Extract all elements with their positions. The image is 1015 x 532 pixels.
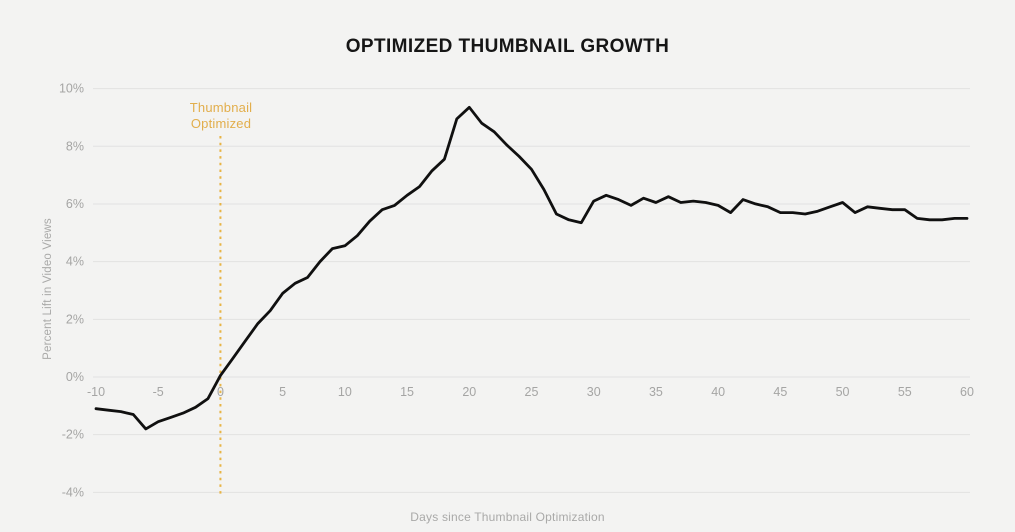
y-tick-label: 6% — [66, 197, 84, 211]
y-tick-label: 2% — [66, 312, 84, 326]
y-tick-label: 10% — [59, 82, 84, 96]
x-tick-label: 50 — [836, 385, 850, 399]
series-line — [94, 105, 969, 431]
y-tick-label: 4% — [66, 255, 84, 269]
x-tick-label: 60 — [960, 385, 974, 399]
x-tick-label: 30 — [587, 385, 601, 399]
y-tick-label: 8% — [66, 139, 84, 153]
y-tick-label: 0% — [66, 370, 84, 384]
x-tick-label: 40 — [711, 385, 725, 399]
x-tick-label: 10 — [338, 385, 352, 399]
x-tick-label: -10 — [87, 385, 105, 399]
x-tick-label: 35 — [649, 385, 663, 399]
x-tick-label: 20 — [462, 385, 476, 399]
x-tick-label: 25 — [525, 385, 539, 399]
annotation-label: Optimized — [191, 116, 251, 131]
x-tick-label: 55 — [898, 385, 912, 399]
x-tick-label: 45 — [773, 385, 787, 399]
x-axis-title: Days since Thumbnail Optimization — [410, 510, 605, 524]
x-tick-label: 5 — [279, 385, 286, 399]
x-tick-label: 15 — [400, 385, 414, 399]
chart-title: OPTIMIZED THUMBNAIL GROWTH — [345, 36, 670, 57]
y-tick-label: -2% — [62, 428, 84, 442]
x-tick-label: -5 — [153, 385, 164, 399]
y-tick-label: -4% — [62, 485, 84, 499]
annotation-label: Thumbnail — [190, 100, 253, 115]
